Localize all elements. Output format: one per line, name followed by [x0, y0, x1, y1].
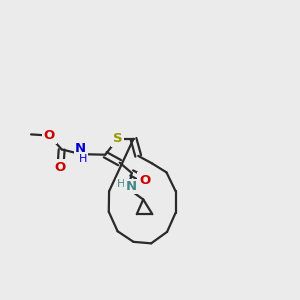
- Text: S: S: [113, 132, 122, 145]
- Text: N: N: [75, 142, 86, 155]
- Text: H: H: [79, 154, 87, 164]
- Text: O: O: [55, 161, 66, 174]
- Text: O: O: [139, 173, 150, 187]
- Text: H: H: [117, 179, 125, 189]
- Text: O: O: [44, 129, 55, 142]
- Text: N: N: [126, 180, 137, 193]
